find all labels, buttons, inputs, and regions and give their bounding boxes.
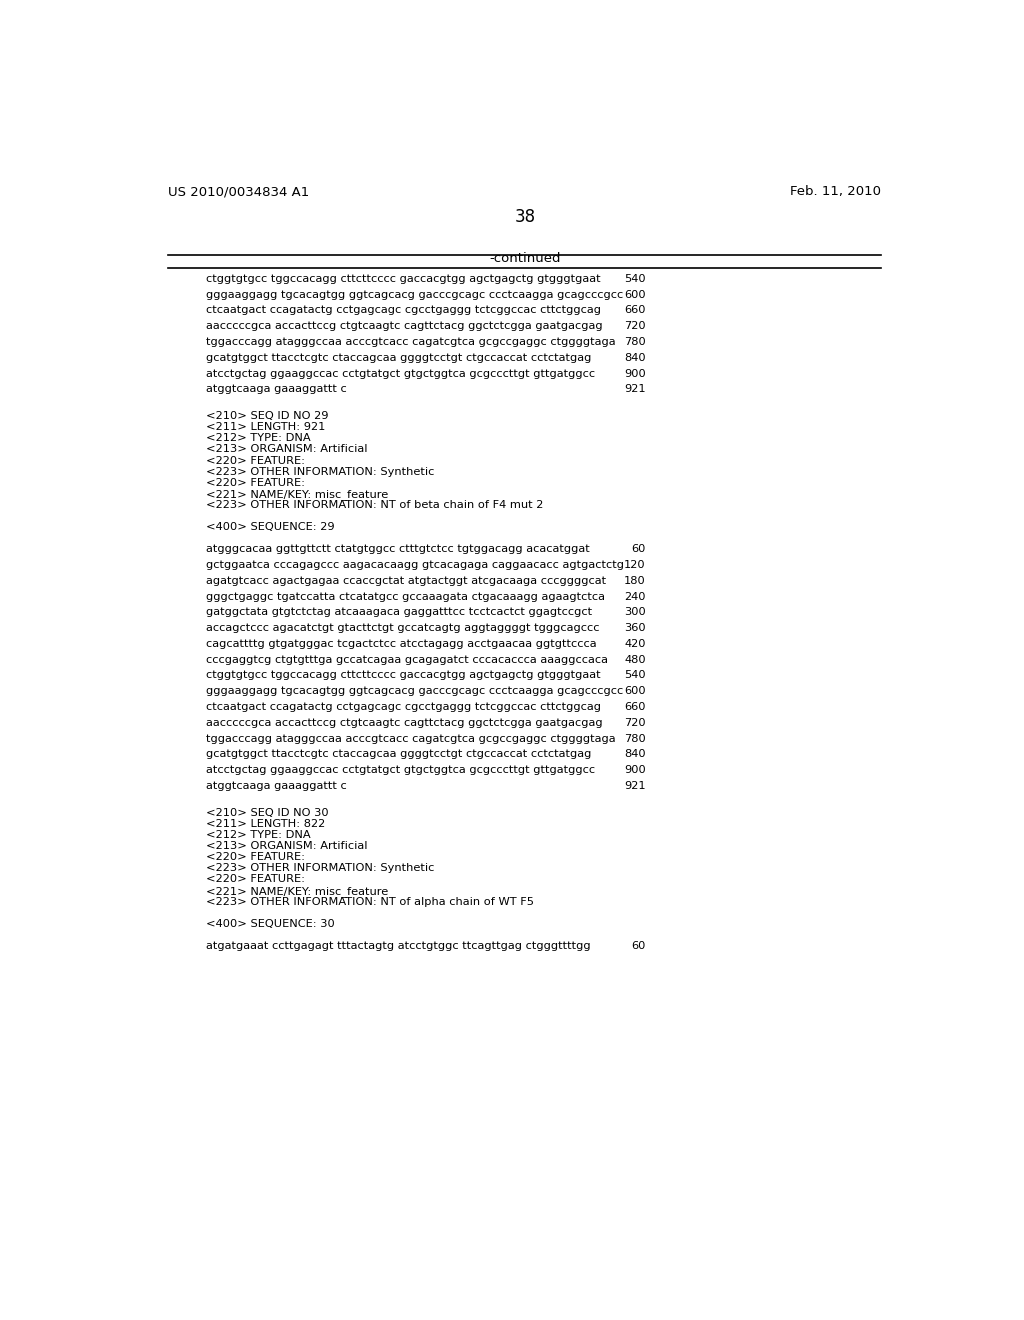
Text: <223> OTHER INFORMATION: NT of alpha chain of WT F5: <223> OTHER INFORMATION: NT of alpha cha… (206, 896, 534, 907)
Text: atcctgctag ggaaggccac cctgtatgct gtgctggtca gcgcccttgt gttgatggcc: atcctgctag ggaaggccac cctgtatgct gtgctgg… (206, 766, 595, 775)
Text: cccgaggtcg ctgtgtttga gccatcagaa gcagagatct cccacaccca aaaggccaca: cccgaggtcg ctgtgtttga gccatcagaa gcagaga… (206, 655, 607, 665)
Text: <221> NAME/KEY: misc_feature: <221> NAME/KEY: misc_feature (206, 886, 388, 896)
Text: tggacccagg atagggccaa acccgtcacc cagatcgtca gcgccgaggc ctggggtaga: tggacccagg atagggccaa acccgtcacc cagatcg… (206, 734, 615, 743)
Text: agatgtcacc agactgagaa ccaccgctat atgtactggt atcgacaaga cccggggcat: agatgtcacc agactgagaa ccaccgctat atgtact… (206, 576, 605, 586)
Text: ctcaatgact ccagatactg cctgagcagc cgcctgaggg tctcggccac cttctggcag: ctcaatgact ccagatactg cctgagcagc cgcctga… (206, 702, 600, 711)
Text: ctggtgtgcc tggccacagg cttcttcccc gaccacgtgg agctgagctg gtgggtgaat: ctggtgtgcc tggccacagg cttcttcccc gaccacg… (206, 671, 600, 680)
Text: 360: 360 (624, 623, 646, 634)
Text: <210> SEQ ID NO 30: <210> SEQ ID NO 30 (206, 808, 328, 817)
Text: <220> FEATURE:: <220> FEATURE: (206, 875, 304, 884)
Text: atgggcacaa ggttgttctt ctatgtggcc ctttgtctcc tgtggacagg acacatggat: atgggcacaa ggttgttctt ctatgtggcc ctttgtc… (206, 544, 589, 554)
Text: atggtcaaga gaaaggattt c: atggtcaaga gaaaggattt c (206, 781, 346, 791)
Text: gggctgaggc tgatccatta ctcatatgcc gccaaagata ctgacaaagg agaagtctca: gggctgaggc tgatccatta ctcatatgcc gccaaag… (206, 591, 604, 602)
Text: 180: 180 (624, 576, 646, 586)
Text: <221> NAME/KEY: misc_feature: <221> NAME/KEY: misc_feature (206, 490, 388, 500)
Text: <211> LENGTH: 822: <211> LENGTH: 822 (206, 818, 325, 829)
Text: <223> OTHER INFORMATION: Synthetic: <223> OTHER INFORMATION: Synthetic (206, 467, 434, 477)
Text: 660: 660 (625, 702, 646, 711)
Text: cagcattttg gtgatgggac tcgactctcc atcctagagg acctgaacaa ggtgttccca: cagcattttg gtgatgggac tcgactctcc atcctag… (206, 639, 596, 649)
Text: <212> TYPE: DNA: <212> TYPE: DNA (206, 830, 310, 840)
Text: 600: 600 (624, 289, 646, 300)
Text: 600: 600 (624, 686, 646, 696)
Text: aacccccgca accacttccg ctgtcaagtc cagttctacg ggctctcgga gaatgacgag: aacccccgca accacttccg ctgtcaagtc cagttct… (206, 321, 602, 331)
Text: 240: 240 (625, 591, 646, 602)
Text: 38: 38 (514, 209, 536, 227)
Text: atgatgaaat ccttgagagt tttactagtg atcctgtggc ttcagttgag ctgggttttgg: atgatgaaat ccttgagagt tttactagtg atcctgt… (206, 941, 590, 950)
Text: <213> ORGANISM: Artificial: <213> ORGANISM: Artificial (206, 841, 367, 851)
Text: aacccccgca accacttccg ctgtcaagtc cagttctacg ggctctcgga gaatgacgag: aacccccgca accacttccg ctgtcaagtc cagttct… (206, 718, 602, 727)
Text: US 2010/0034834 A1: US 2010/0034834 A1 (168, 185, 309, 198)
Text: 420: 420 (625, 639, 646, 649)
Text: gctggaatca cccagagccc aagacacaagg gtcacagaga caggaacacc agtgactctg: gctggaatca cccagagccc aagacacaagg gtcaca… (206, 560, 624, 570)
Text: 60: 60 (632, 544, 646, 554)
Text: gcatgtggct ttacctcgtc ctaccagcaa ggggtcctgt ctgccaccat cctctatgag: gcatgtggct ttacctcgtc ctaccagcaa ggggtcc… (206, 352, 591, 363)
Text: -continued: -continued (489, 252, 560, 265)
Text: 120: 120 (624, 560, 646, 570)
Text: 540: 540 (624, 275, 646, 284)
Text: <220> FEATURE:: <220> FEATURE: (206, 455, 304, 466)
Text: gggaaggagg tgcacagtgg ggtcagcacg gacccgcagc ccctcaagga gcagcccgcc: gggaaggagg tgcacagtgg ggtcagcacg gacccgc… (206, 289, 623, 300)
Text: gggaaggagg tgcacagtgg ggtcagcacg gacccgcagc ccctcaagga gcagcccgcc: gggaaggagg tgcacagtgg ggtcagcacg gacccgc… (206, 686, 623, 696)
Text: 480: 480 (624, 655, 646, 665)
Text: ctcaatgact ccagatactg cctgagcagc cgcctgaggg tctcggccac cttctggcag: ctcaatgact ccagatactg cctgagcagc cgcctga… (206, 305, 600, 315)
Text: 900: 900 (624, 368, 646, 379)
Text: 921: 921 (624, 781, 646, 791)
Text: atcctgctag ggaaggccac cctgtatgct gtgctggtca gcgcccttgt gttgatggcc: atcctgctag ggaaggccac cctgtatgct gtgctgg… (206, 368, 595, 379)
Text: 780: 780 (624, 734, 646, 743)
Text: atggtcaaga gaaaggattt c: atggtcaaga gaaaggattt c (206, 384, 346, 395)
Text: 921: 921 (624, 384, 646, 395)
Text: 660: 660 (625, 305, 646, 315)
Text: <220> FEATURE:: <220> FEATURE: (206, 478, 304, 488)
Text: ctggtgtgcc tggccacagg cttcttcccc gaccacgtgg agctgagctg gtgggtgaat: ctggtgtgcc tggccacagg cttcttcccc gaccacg… (206, 275, 600, 284)
Text: 60: 60 (632, 941, 646, 950)
Text: 840: 840 (624, 750, 646, 759)
Text: 540: 540 (624, 671, 646, 680)
Text: <400> SEQUENCE: 29: <400> SEQUENCE: 29 (206, 523, 334, 532)
Text: gatggctata gtgtctctag atcaaagaca gaggatttcc tcctcactct ggagtccgct: gatggctata gtgtctctag atcaaagaca gaggatt… (206, 607, 592, 618)
Text: <220> FEATURE:: <220> FEATURE: (206, 853, 304, 862)
Text: tggacccagg atagggccaa acccgtcacc cagatcgtca gcgccgaggc ctggggtaga: tggacccagg atagggccaa acccgtcacc cagatcg… (206, 337, 615, 347)
Text: <223> OTHER INFORMATION: Synthetic: <223> OTHER INFORMATION: Synthetic (206, 863, 434, 874)
Text: 720: 720 (624, 321, 646, 331)
Text: <212> TYPE: DNA: <212> TYPE: DNA (206, 433, 310, 444)
Text: <213> ORGANISM: Artificial: <213> ORGANISM: Artificial (206, 445, 367, 454)
Text: 780: 780 (624, 337, 646, 347)
Text: <211> LENGTH: 921: <211> LENGTH: 921 (206, 422, 325, 432)
Text: <223> OTHER INFORMATION: NT of beta chain of F4 mut 2: <223> OTHER INFORMATION: NT of beta chai… (206, 500, 543, 511)
Text: 900: 900 (624, 766, 646, 775)
Text: 840: 840 (624, 352, 646, 363)
Text: 720: 720 (624, 718, 646, 727)
Text: accagctccc agacatctgt gtacttctgt gccatcagtg aggtaggggt tgggcagccc: accagctccc agacatctgt gtacttctgt gccatca… (206, 623, 599, 634)
Text: <210> SEQ ID NO 29: <210> SEQ ID NO 29 (206, 411, 328, 421)
Text: gcatgtggct ttacctcgtc ctaccagcaa ggggtcctgt ctgccaccat cctctatgag: gcatgtggct ttacctcgtc ctaccagcaa ggggtcc… (206, 750, 591, 759)
Text: Feb. 11, 2010: Feb. 11, 2010 (791, 185, 882, 198)
Text: <400> SEQUENCE: 30: <400> SEQUENCE: 30 (206, 919, 334, 929)
Text: 300: 300 (624, 607, 646, 618)
